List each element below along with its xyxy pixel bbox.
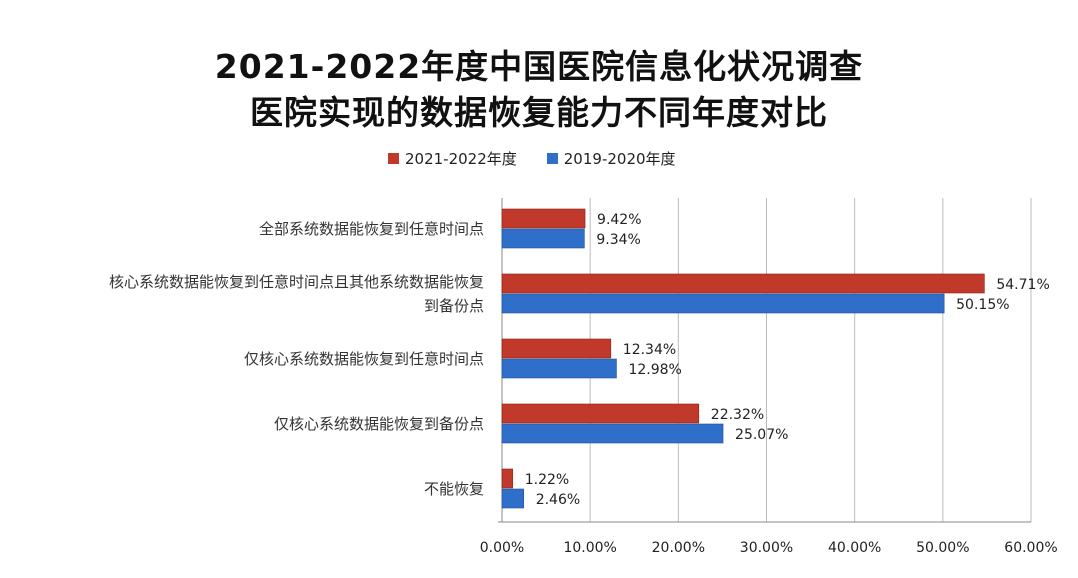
legend-item-2021-2022: 2021-2022年度 — [388, 148, 517, 169]
data-label: 1.22% — [525, 472, 569, 488]
x-tick-label: 0.00% — [480, 540, 524, 556]
data-label: 2.46% — [536, 492, 580, 508]
data-label: 12.34% — [623, 342, 676, 358]
category-label: 核心系统数据能恢复到任意时间点且其他系统数据能恢复 — [109, 273, 484, 291]
legend-swatch — [546, 153, 558, 164]
category-label: 不能恢复 — [424, 480, 484, 498]
bar-2021-2022 — [501, 208, 586, 229]
category-label: 仅核心系统数据能恢复到备份点 — [274, 415, 484, 433]
bar-2019-2020 — [501, 488, 524, 509]
legend: 2021-2022年度 2019-2020年度 — [388, 148, 676, 169]
x-tick-label: 40.00% — [828, 540, 881, 556]
x-tick-label: 20.00% — [652, 540, 705, 556]
legend-label: 2021-2022年度 — [405, 150, 517, 168]
legend-item-2019-2020: 2019-2020年度 — [546, 148, 676, 169]
data-label: 50.15% — [956, 297, 1009, 313]
category-label: 仅核心系统数据能恢复到任意时间点 — [244, 350, 484, 368]
data-label: 9.34% — [596, 232, 640, 248]
x-tick-label: 30.00% — [740, 540, 793, 556]
bar-2019-2020 — [501, 293, 945, 314]
bar-2019-2020 — [501, 358, 617, 379]
bar-2021-2022 — [501, 468, 514, 489]
bar-2019-2020 — [501, 423, 724, 444]
category-label: 全部系统数据能恢复到任意时间点 — [259, 220, 484, 238]
chart-subtitle: 医院实现的数据恢复能力不同年度对比 — [250, 93, 828, 132]
legend-label: 2019-2020年度 — [563, 150, 676, 168]
x-tick-label: 10.00% — [563, 540, 616, 556]
data-label: 54.71% — [996, 277, 1049, 293]
chart-title: 2021-2022年度中国医院信息化状况调查 — [214, 47, 864, 86]
legend-swatch — [388, 153, 399, 164]
data-label: 22.32% — [711, 407, 764, 423]
bar-2019-2020 — [501, 228, 585, 249]
x-tick-label: 50.00% — [916, 540, 969, 556]
category-label: 到备份点 — [424, 297, 484, 315]
data-label: 25.07% — [735, 427, 788, 443]
bar-2021-2022 — [501, 403, 700, 424]
x-tick-label: 60.00% — [1004, 540, 1057, 556]
data-label: 12.98% — [628, 362, 681, 378]
data-label: 9.42% — [597, 212, 641, 228]
bar-2021-2022 — [501, 273, 985, 294]
bar-2021-2022 — [501, 338, 612, 359]
